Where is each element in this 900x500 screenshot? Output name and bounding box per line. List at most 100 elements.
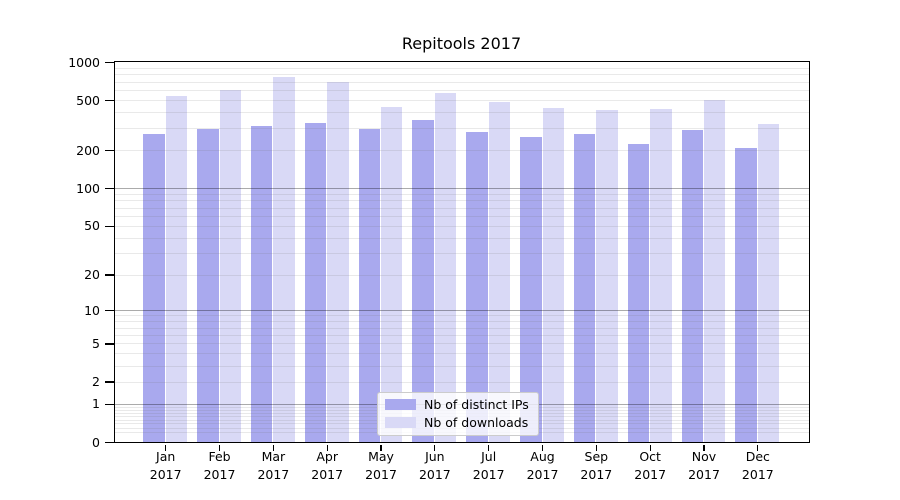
bar-distinct-ips — [358, 129, 380, 442]
x-tick-label: Feb 2017 — [190, 448, 250, 483]
x-tick-label-line: Jul — [481, 449, 497, 464]
bar-distinct-ips — [412, 120, 434, 442]
y-tick — [105, 343, 114, 345]
x-tick-label: Oct 2017 — [620, 448, 680, 483]
bar-distinct-ips — [197, 129, 219, 442]
legend-box: Nb of distinct IPs Nb of downloads — [377, 392, 539, 436]
x-tick-label-line: 2017 — [472, 466, 505, 482]
x-tick-label-line: Sep — [584, 449, 609, 464]
x-tick-label-line: 2017 — [257, 466, 290, 482]
bar-downloads — [219, 90, 241, 442]
bar-distinct-ips — [735, 148, 757, 442]
bar-downloads — [434, 92, 457, 442]
x-tick-label-line: Oct — [639, 449, 661, 464]
plot-area: Nb of distinct IPs Nb of downloads — [113, 61, 810, 443]
x-tick-label: Jul 2017 — [459, 448, 519, 483]
legend-entry-distinct-ips: Nb of distinct IPs — [385, 397, 529, 412]
y-tick — [105, 403, 114, 406]
x-tick-label-line: 2017 — [526, 466, 559, 482]
x-tick — [272, 444, 274, 451]
y-tick-label: 5 — [92, 335, 100, 351]
x-tick-label-line: Jan — [156, 449, 176, 464]
bar-distinct-ips — [143, 134, 165, 442]
x-tick-label: Dec 2017 — [728, 448, 788, 483]
gridline-minor — [114, 81, 809, 83]
gridline-minor — [114, 215, 809, 217]
y-tick — [105, 381, 114, 383]
gridline-minor — [114, 207, 809, 209]
y-tick — [105, 309, 114, 312]
x-tick-label: Apr 2017 — [297, 448, 357, 483]
gridline-minor — [114, 225, 809, 227]
y-tick-label: 2 — [92, 374, 100, 390]
x-tick-label-line: Apr — [316, 449, 338, 464]
bar-downloads — [596, 109, 618, 442]
x-tick — [165, 444, 167, 451]
y-tick — [105, 99, 114, 102]
legend-label-distinct-ips: Nb of distinct IPs — [424, 397, 529, 412]
x-tick-label-line: Jun — [425, 449, 445, 464]
y-tick-label: 200 — [76, 142, 100, 158]
bar-downloads — [381, 106, 403, 442]
legend-swatch-downloads — [385, 417, 416, 428]
legend-label-downloads: Nb of downloads — [424, 415, 529, 430]
bar-downloads — [650, 108, 672, 442]
gridline-minor — [114, 253, 809, 255]
x-tick-label-line: 2017 — [365, 466, 397, 482]
y-tick-label: 20 — [84, 267, 100, 283]
y-tick — [105, 441, 114, 444]
bar-distinct-ips — [573, 134, 596, 442]
x-tick-label: Jan 2017 — [136, 448, 196, 483]
gridline-minor — [114, 128, 809, 130]
bar-distinct-ips — [681, 130, 703, 442]
x-tick-label-line: 2017 — [741, 466, 774, 482]
y-tick-label: 10 — [84, 302, 100, 318]
bar-distinct-ips — [627, 144, 650, 442]
gridline-minor — [114, 100, 809, 102]
x-tick — [541, 444, 544, 451]
legend-swatch-distinct-ips — [385, 399, 416, 410]
y-tick — [105, 150, 114, 152]
bar-downloads — [273, 77, 295, 442]
bar-downloads — [488, 101, 511, 442]
x-tick — [326, 444, 328, 451]
gridline-minor — [114, 90, 809, 92]
gridline-minor — [114, 315, 809, 317]
x-tick — [434, 444, 436, 451]
gridline-minor — [114, 200, 809, 202]
x-tick-label: May 2017 — [351, 448, 411, 483]
x-tick — [218, 444, 221, 451]
gridline-minor — [114, 353, 809, 355]
gridline-minor — [114, 334, 809, 336]
x-tick-label-line: Mar — [261, 449, 286, 464]
x-tick-label: Aug 2017 — [513, 448, 573, 483]
y-tick-label: 1 — [92, 396, 100, 412]
bar-downloads — [704, 100, 726, 442]
gridline-minor — [114, 112, 809, 114]
gridline-minor — [114, 150, 809, 152]
gridline-minor — [114, 381, 809, 383]
x-tick-label: Mar 2017 — [243, 448, 303, 483]
x-tick — [703, 444, 705, 451]
x-tick-label-line: 2017 — [580, 466, 613, 482]
x-tick — [757, 444, 759, 451]
bar-distinct-ips — [304, 122, 327, 442]
gridline-minor — [114, 67, 809, 69]
gridline-minor — [114, 237, 809, 239]
y-tick — [105, 225, 114, 227]
y-tick — [105, 61, 114, 64]
y-tick-label: 1000 — [68, 54, 100, 70]
x-tick-label-line: 2017 — [688, 466, 720, 482]
x-tick-label-line: 2017 — [311, 466, 344, 482]
gridline-minor — [114, 327, 809, 329]
gridline-minor — [114, 365, 809, 367]
x-tick-label-line: May — [368, 449, 394, 464]
x-tick-label-line: 2017 — [418, 466, 451, 482]
x-tick-label: Jun 2017 — [405, 448, 465, 483]
x-tick-label-line: Feb — [208, 449, 231, 464]
y-tick-label: 0 — [92, 434, 100, 450]
bar-downloads — [757, 124, 780, 442]
y-tick — [105, 188, 114, 190]
y-tick — [105, 274, 114, 276]
